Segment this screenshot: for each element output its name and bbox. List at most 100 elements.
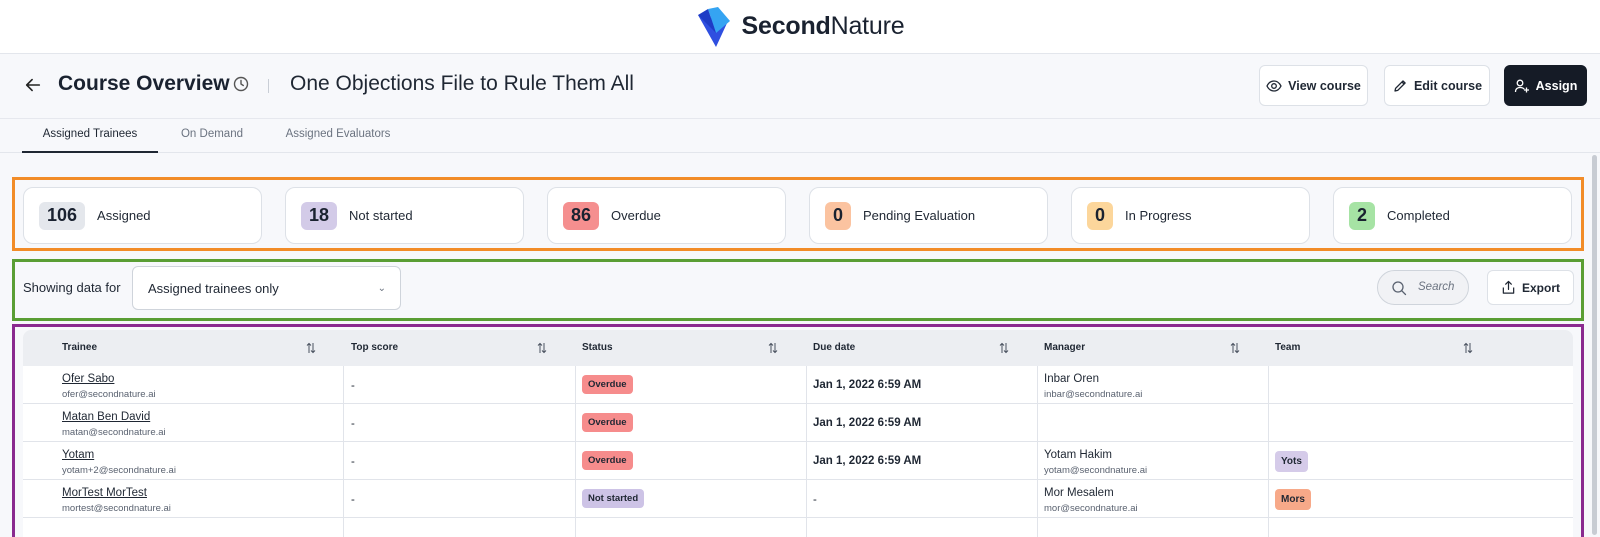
add-user-icon xyxy=(1514,79,1529,92)
stat-value: 18 xyxy=(301,201,338,230)
trainee-email: mortest@secondnature.ai xyxy=(62,503,171,514)
stat-card-in-progress[interactable]: 0 In Progress xyxy=(1071,187,1310,244)
table-header: Trainee Top score Status Due date Manage… xyxy=(23,330,1573,366)
sort-icon[interactable] xyxy=(1230,342,1240,354)
back-arrow-icon[interactable] xyxy=(24,73,44,97)
table-row[interactable]: Yotam yotam+2@secondnature.ai - Overdue … xyxy=(23,442,1573,480)
manager-email: yotam@secondnature.ai xyxy=(1044,465,1148,476)
data-scope-select[interactable]: Assigned trainees only ⌄ xyxy=(132,266,401,310)
column-header-manager[interactable]: Manager xyxy=(1044,342,1086,353)
status-badge: Not started xyxy=(582,489,645,508)
page-header: Course Overview One Objections File to R… xyxy=(0,54,1600,118)
tab-on-demand[interactable]: On Demand xyxy=(180,128,243,140)
status-badge: Overdue xyxy=(582,451,633,470)
stat-label: Pending Evaluation xyxy=(863,208,976,223)
scrollbar[interactable] xyxy=(1592,155,1597,535)
stat-card-assigned[interactable]: 106 Assigned xyxy=(23,187,262,244)
trainee-name-link[interactable]: Ofer Sabo xyxy=(62,373,115,385)
brand-name: SecondNature xyxy=(741,12,905,40)
stat-card-pending-evaluation[interactable]: 0 Pending Evaluation xyxy=(809,187,1048,244)
sort-icon[interactable] xyxy=(537,342,547,354)
table-row[interactable] xyxy=(23,518,1573,537)
export-button[interactable]: Export xyxy=(1487,270,1574,305)
app-window: Course Overview One Objections File to R… xyxy=(0,53,1600,537)
trainee-name-link[interactable]: Matan Ben David xyxy=(62,411,151,423)
trainees-table: Trainee Top score Status Due date Manage… xyxy=(23,330,1573,537)
annotation-box-stats xyxy=(12,177,1584,251)
trainee-email: yotam+2@secondnature.ai xyxy=(62,465,176,476)
trainee-name-link[interactable]: Yotam xyxy=(62,449,95,461)
table-row[interactable]: Matan Ben David matan@secondnature.ai - … xyxy=(23,404,1573,442)
due-date: Jan 1, 2022 6:59 AM xyxy=(813,417,922,429)
annotation-box-filters xyxy=(12,259,1584,321)
sort-icon[interactable] xyxy=(1463,342,1473,354)
assign-button[interactable]: Assign xyxy=(1504,65,1587,106)
tab-assigned-trainees[interactable]: Assigned Trainees xyxy=(22,119,158,153)
main-content: 106 Assigned 18 Not started 86 Overdue 0… xyxy=(0,153,1600,537)
team-badge: Yots xyxy=(1275,451,1308,472)
table-row[interactable]: Ofer Sabo ofer@secondnature.ai - Overdue… xyxy=(23,366,1573,404)
assign-label: Assign xyxy=(1535,78,1578,93)
tab-assigned-evaluators[interactable]: Assigned Evaluators xyxy=(285,128,391,140)
edit-course-button[interactable]: Edit course xyxy=(1384,65,1490,106)
manager-email: inbar@secondnature.ai xyxy=(1044,389,1143,400)
stat-card-overdue[interactable]: 86 Overdue xyxy=(547,187,786,244)
sort-icon[interactable] xyxy=(306,342,316,354)
sort-icon[interactable] xyxy=(768,342,778,354)
stat-label: In Progress xyxy=(1125,208,1192,223)
stat-value: 0 xyxy=(825,201,852,230)
table-row[interactable]: MorTest MorTest mortest@secondnature.ai … xyxy=(23,480,1573,518)
export-label: Export xyxy=(1521,280,1560,295)
trainee-name-link[interactable]: MorTest MorTest xyxy=(62,487,147,499)
column-header-trainee[interactable]: Trainee xyxy=(62,342,98,353)
column-divider xyxy=(806,330,807,537)
brand-bar: SecondNature xyxy=(0,0,1600,53)
team-badge: Mors xyxy=(1275,489,1311,510)
tab-bar: Assigned Trainees On Demand Assigned Eva… xyxy=(0,118,1600,153)
brand: SecondNature xyxy=(696,6,905,47)
filter-label: Showing data for xyxy=(23,280,121,295)
manager-name: Mor Mesalem xyxy=(1044,487,1114,499)
column-divider xyxy=(575,330,576,537)
manager-name: Inbar Oren xyxy=(1044,373,1099,385)
column-header-top-score[interactable]: Top score xyxy=(351,342,399,353)
title-separator xyxy=(268,79,269,93)
stat-card-completed[interactable]: 2 Completed xyxy=(1333,187,1572,244)
column-divider xyxy=(1037,330,1038,537)
column-divider xyxy=(1268,330,1269,537)
edit-course-label: Edit course xyxy=(1413,78,1483,93)
view-course-button[interactable]: View course xyxy=(1259,65,1368,106)
column-header-due-date[interactable]: Due date xyxy=(813,342,856,353)
search-input[interactable]: Search xyxy=(1377,270,1469,305)
due-date: - xyxy=(813,494,817,506)
view-course-label: View course xyxy=(1288,78,1361,93)
manager-name: Yotam Hakim xyxy=(1044,449,1112,461)
stat-value: 0 xyxy=(1087,201,1114,230)
trainee-email: matan@secondnature.ai xyxy=(62,427,166,438)
due-date: Jan 1, 2022 6:59 AM xyxy=(813,379,922,391)
stat-label: Completed xyxy=(1387,208,1450,223)
search-icon xyxy=(1392,281,1407,296)
stat-card-not-started[interactable]: 18 Not started xyxy=(285,187,524,244)
export-icon xyxy=(1502,280,1515,294)
top-score: - xyxy=(351,418,355,430)
column-header-status[interactable]: Status xyxy=(582,342,613,353)
course-name: One Objections File to Rule Them All xyxy=(290,72,634,95)
sort-icon[interactable] xyxy=(999,342,1009,354)
stat-value: 2 xyxy=(1349,201,1376,230)
due-date: Jan 1, 2022 6:59 AM xyxy=(813,455,922,467)
trainee-email: ofer@secondnature.ai xyxy=(62,389,156,400)
eye-icon xyxy=(1266,79,1282,92)
top-score: - xyxy=(351,380,355,392)
stat-label: Assigned xyxy=(97,208,151,223)
manager-email: mor@secondnature.ai xyxy=(1044,503,1138,514)
top-score: - xyxy=(351,456,355,468)
search-placeholder: Search xyxy=(1418,281,1455,293)
status-badge: Overdue xyxy=(582,375,633,394)
top-score: - xyxy=(351,494,355,506)
pencil-icon xyxy=(1394,79,1406,92)
history-clock-icon[interactable] xyxy=(233,76,249,92)
annotation-box-table xyxy=(12,324,1584,537)
column-header-team[interactable]: Team xyxy=(1275,342,1301,353)
stat-label: Not started xyxy=(349,208,413,223)
